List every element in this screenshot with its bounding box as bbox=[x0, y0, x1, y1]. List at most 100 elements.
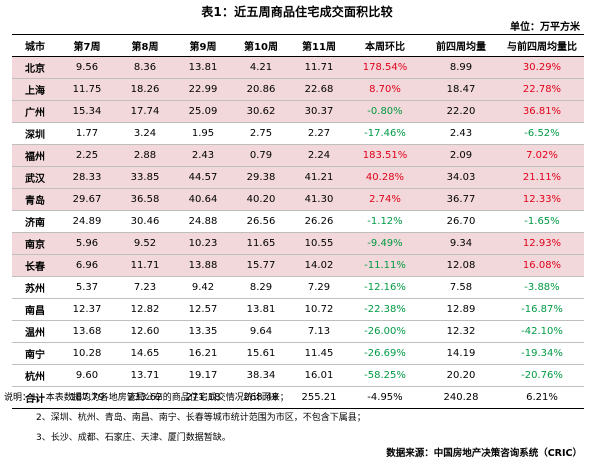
column-header: 第9周 bbox=[174, 34, 232, 57]
city-cell: 济南 bbox=[12, 210, 58, 233]
value-cell: 12.60 bbox=[116, 320, 174, 343]
total-value-cell: 255.21 bbox=[290, 386, 348, 409]
value-cell: 9.34 bbox=[422, 232, 500, 255]
notes: 说明：1、本表数据均为各地房管局公布的商品住宅成交情况统计而来； 2、深圳、杭州… bbox=[4, 388, 366, 448]
wow-change-cell: -22.38% bbox=[348, 298, 422, 321]
vs-avg-cell: 21.11% bbox=[500, 166, 584, 189]
value-cell: 8.36 bbox=[116, 56, 174, 79]
value-cell: 13.68 bbox=[58, 320, 116, 343]
value-cell: 13.71 bbox=[116, 364, 174, 387]
value-cell: 12.32 bbox=[422, 320, 500, 343]
table-row: 长春 6.96 11.71 13.88 15.77 14.02 -11.11% 12.08 16… bbox=[12, 254, 584, 277]
city-cell: 广州 bbox=[12, 100, 58, 123]
value-cell: 2.09 bbox=[422, 144, 500, 167]
wow-change-cell: 2.74% bbox=[348, 188, 422, 211]
wow-change-cell: -58.25% bbox=[348, 364, 422, 387]
value-cell: 5.37 bbox=[58, 276, 116, 299]
value-cell: 8.29 bbox=[232, 276, 290, 299]
value-cell: 10.23 bbox=[174, 232, 232, 255]
value-cell: 10.72 bbox=[290, 298, 348, 321]
wow-change-cell: 183.51% bbox=[348, 144, 422, 167]
value-cell: 10.55 bbox=[290, 232, 348, 255]
value-cell: 12.57 bbox=[174, 298, 232, 321]
value-cell: 2.27 bbox=[290, 122, 348, 145]
value-cell: 18.26 bbox=[116, 78, 174, 101]
city-cell: 武汉 bbox=[12, 166, 58, 189]
table-row: 深圳 1.77 3.24 1.95 2.75 2.27 -17.46% 2.43 -6.52% bbox=[12, 122, 584, 145]
column-header: 城市 bbox=[12, 34, 58, 57]
value-cell: 22.20 bbox=[422, 100, 500, 123]
value-cell: 11.65 bbox=[232, 232, 290, 255]
value-cell: 12.37 bbox=[58, 298, 116, 321]
table-body: 北京 9.56 8.36 13.81 4.21 11.71 178.54% 8.99 30.29… bbox=[12, 56, 584, 409]
wow-change-cell: -1.12% bbox=[348, 210, 422, 233]
value-cell: 6.96 bbox=[58, 254, 116, 277]
value-cell: 4.21 bbox=[232, 56, 290, 79]
value-cell: 26.26 bbox=[290, 210, 348, 233]
value-cell: 13.81 bbox=[232, 298, 290, 321]
value-cell: 2.88 bbox=[116, 144, 174, 167]
value-cell: 40.20 bbox=[232, 188, 290, 211]
value-cell: 2.75 bbox=[232, 122, 290, 145]
wow-change-cell: -12.16% bbox=[348, 276, 422, 299]
total-value-cell: 268.48 bbox=[232, 386, 290, 409]
vs-avg-cell: 22.78% bbox=[500, 78, 584, 101]
value-cell: 13.81 bbox=[174, 56, 232, 79]
value-cell: 11.71 bbox=[290, 56, 348, 79]
value-cell: 7.13 bbox=[290, 320, 348, 343]
value-cell: 20.86 bbox=[232, 78, 290, 101]
table-row: 南京 5.96 9.52 10.23 11.65 10.55 -9.49% 9.34 12.93… bbox=[12, 232, 584, 255]
total-row: 合计 187.79 233.62 271.18 268.48 255.21 -4.95% 24… bbox=[12, 386, 584, 409]
column-header: 与前四周均量比 bbox=[500, 34, 584, 57]
value-cell: 16.01 bbox=[290, 364, 348, 387]
city-cell: 南宁 bbox=[12, 342, 58, 365]
value-cell: 11.71 bbox=[116, 254, 174, 277]
value-cell: 12.89 bbox=[422, 298, 500, 321]
vs-avg-cell: -42.10% bbox=[500, 320, 584, 343]
value-cell: 28.33 bbox=[58, 166, 116, 189]
value-cell: 40.64 bbox=[174, 188, 232, 211]
column-header: 第8周 bbox=[116, 34, 174, 57]
table-row: 温州 13.68 12.60 13.35 9.64 7.13 -26.00% 12.32 -42… bbox=[12, 320, 584, 343]
value-cell: 19.17 bbox=[174, 364, 232, 387]
table-row: 杭州 9.60 13.71 19.17 38.34 16.01 -58.25% 20.20 -2… bbox=[12, 364, 584, 387]
data-table: 城市 第7周 第8周 第9周 第10周 第11周 本周环比 前四周均量 与前四周… bbox=[12, 34, 584, 409]
value-cell: 11.45 bbox=[290, 342, 348, 365]
total-value-cell: 233.62 bbox=[116, 386, 174, 409]
wow-change-cell: -9.49% bbox=[348, 232, 422, 255]
value-cell: 15.77 bbox=[232, 254, 290, 277]
wow-change-cell: 178.54% bbox=[348, 56, 422, 79]
value-cell: 1.95 bbox=[174, 122, 232, 145]
note-line: 说明：1、本表数据均为各地房管局公布的商品住宅成交情况统计而来； bbox=[4, 393, 289, 403]
column-header: 本周环比 bbox=[348, 34, 422, 57]
table-title: 表1：近五周商品住宅成交面积比较 bbox=[201, 5, 393, 19]
value-cell: 41.30 bbox=[290, 188, 348, 211]
value-cell: 17.74 bbox=[116, 100, 174, 123]
table-row: 南昌 12.37 12.82 12.57 13.81 10.72 -22.38% 12.89-… bbox=[12, 298, 584, 321]
value-cell: 14.02 bbox=[290, 254, 348, 277]
table-row: 济南 24.89 30.46 24.88 26.56 26.26 -1.12% 26.70 -1… bbox=[12, 210, 584, 233]
table-row: 苏州 5.37 7.23 9.42 8.29 7.29 -12.16% 7.58 -3.88% bbox=[12, 276, 584, 299]
value-cell: 18.47 bbox=[422, 78, 500, 101]
vs-avg-cell: -1.65% bbox=[500, 210, 584, 233]
total-value-cell: 271.18 bbox=[174, 386, 232, 409]
wow-change-cell: -17.46% bbox=[348, 122, 422, 145]
value-cell: 26.70 bbox=[422, 210, 500, 233]
value-cell: 34.03 bbox=[422, 166, 500, 189]
total-value-cell: -4.95% bbox=[348, 386, 422, 409]
value-cell: 9.42 bbox=[174, 276, 232, 299]
wow-change-cell: -11.11% bbox=[348, 254, 422, 277]
value-cell: 2.24 bbox=[290, 144, 348, 167]
table-row: 南宁 10.28 14.65 16.21 15.61 11.45 -26.69% 14.19-… bbox=[12, 342, 584, 365]
value-cell: 11.75 bbox=[58, 78, 116, 101]
value-cell: 14.19 bbox=[422, 342, 500, 365]
column-header: 第7周 bbox=[58, 34, 116, 57]
table-row: 武汉 28.33 33.85 44.57 29.38 41.21 40.28% 34.03 21… bbox=[12, 166, 584, 189]
value-cell: 8.99 bbox=[422, 56, 500, 79]
value-cell: 26.56 bbox=[232, 210, 290, 233]
note-line: 2、深圳、杭州、青岛、南昌、南宁、长春等城市统计范围为市区，不包含下属县； bbox=[36, 413, 366, 423]
data-source: 数据来源：中国房地产决策咨询系统（CRIC） bbox=[386, 448, 582, 459]
value-cell: 10.28 bbox=[58, 342, 116, 365]
vs-avg-cell: -3.88% bbox=[500, 276, 584, 299]
value-cell: 13.35 bbox=[174, 320, 232, 343]
